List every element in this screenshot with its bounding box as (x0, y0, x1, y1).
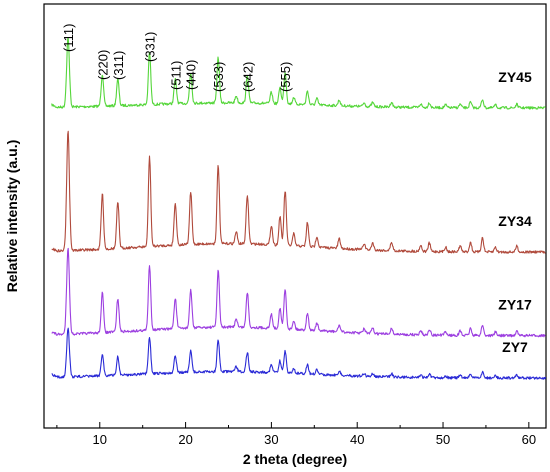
series-line-zy34 (51, 130, 546, 254)
peak-label: (555) (278, 62, 293, 92)
series-label-zy17: ZY17 (498, 297, 532, 313)
series-line-zy7 (51, 327, 547, 380)
series-line-zy45 (51, 37, 546, 110)
x-axis-title: 2 theta (degree) (243, 451, 347, 467)
series-label-zy34: ZY34 (498, 213, 532, 229)
series-label-zy45: ZY45 (498, 69, 532, 85)
peak-label: (533) (211, 62, 226, 92)
peak-label: (642) (240, 62, 255, 92)
peak-label: (311) (111, 51, 126, 80)
x-ticks: 10 20 30 40 50 60 (56, 422, 536, 447)
peak-label: (220) (95, 50, 110, 80)
peak-label: (111) (61, 24, 76, 52)
series-labels: ZY45 ZY34 ZY17 ZY7 (498, 69, 532, 355)
plot-frame (43, 3, 547, 429)
series-label-zy7: ZY7 (502, 339, 528, 355)
x-tick-label: 50 (436, 432, 450, 447)
x-tick-label: 60 (522, 432, 536, 447)
x-tick-label: 40 (350, 432, 364, 447)
x-tick-label: 20 (178, 432, 192, 447)
peak-labels: (111) (220) (311) (331) (511) (440) (533) (642)… (61, 24, 293, 92)
series-line-zy17 (51, 247, 546, 338)
y-axis-title: Relative intensity (a.u.) (4, 140, 20, 292)
x-tick-label: 30 (264, 432, 278, 447)
peak-label: (440) (184, 60, 199, 90)
series-layer (51, 37, 547, 380)
x-tick-label: 10 (93, 432, 107, 447)
peak-label: (331) (143, 32, 158, 62)
peak-label: (511) (168, 61, 183, 90)
